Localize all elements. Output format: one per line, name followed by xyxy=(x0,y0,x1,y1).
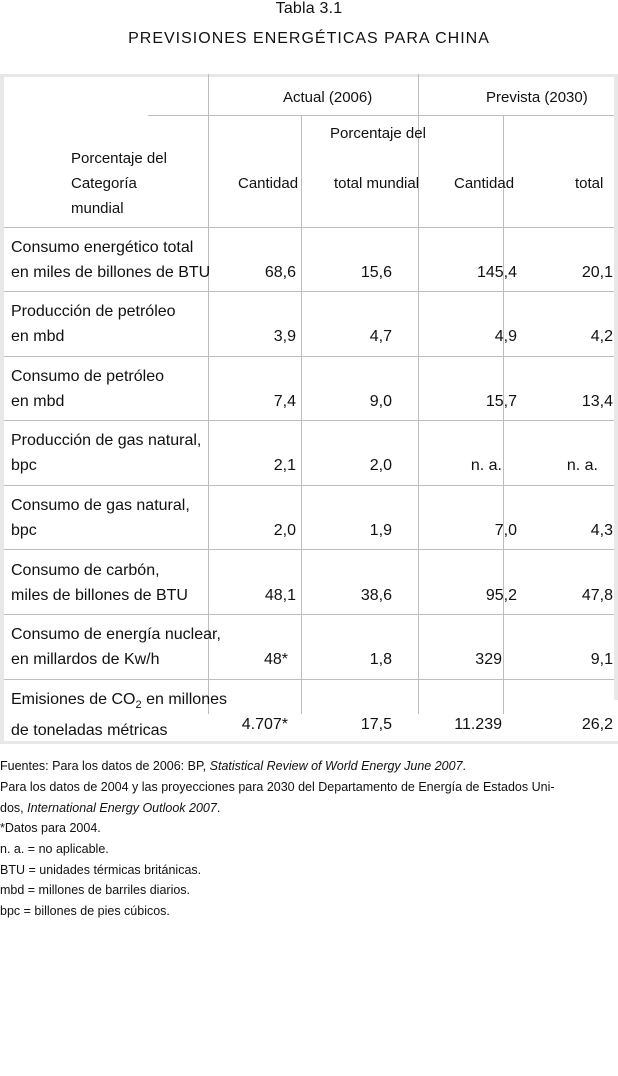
footnote-bpc: bpc = billones de pies cúbicos. xyxy=(0,904,170,918)
header-categoria-line1: Porcentaje del xyxy=(71,150,167,167)
cell-value: 2,1 xyxy=(273,457,296,474)
header-cantidad-prevista: Cantidad xyxy=(454,175,515,192)
cell-value: 2,0 xyxy=(369,457,392,474)
cell-value: 15,6 xyxy=(360,264,392,281)
row-label: Consumo de energía nuclear, en millardos … xyxy=(11,626,221,668)
table-number: Tabla 3.1 xyxy=(275,0,343,17)
row-label: Emisiones de CO2 en millones de toneladas… xyxy=(11,691,227,740)
cell-value: 9,1 xyxy=(590,651,613,668)
cell-value: 48,1 xyxy=(264,587,296,604)
row-label: Consumo energético total en miles de bill… xyxy=(11,239,211,281)
cell-value: 4,9 xyxy=(494,328,517,345)
row-label: Consumo de petróleo en mbd xyxy=(11,368,164,410)
row-label: Consumo de carbón, miles de billones de B… xyxy=(11,562,188,604)
cell-value: 20,1 xyxy=(581,264,613,281)
footnote-asterisk: *Datos para 2004. xyxy=(0,821,101,835)
footnote-mbd: mbd = millones de barriles diarios. xyxy=(0,883,191,897)
cell-value: 15,7 xyxy=(485,393,517,410)
cell-value: 11.239 xyxy=(454,716,502,733)
row-label: Producción de gas natural, bpc xyxy=(11,432,202,474)
cell-value: 7,0 xyxy=(494,522,517,539)
cell-value: 38,6 xyxy=(360,587,392,604)
header-cantidad-actual: Cantidad xyxy=(238,175,299,192)
cell-value: 329 xyxy=(475,651,502,668)
cell-value: 145,4 xyxy=(476,264,517,281)
cell-value: n. a. xyxy=(470,457,502,474)
cell-value: 4,3 xyxy=(590,522,613,539)
footnote-sources: Fuentes: Para los datos de 2006: BP, Sta… xyxy=(0,759,467,773)
header-porcentaje-del: Porcentaje del xyxy=(330,125,426,142)
header-total: total xyxy=(575,175,604,192)
cell-value: 17,5 xyxy=(360,716,392,733)
cell-value: n. a. xyxy=(566,457,598,474)
header-total-mundial: total mundial xyxy=(334,175,420,192)
cell-value: 4,7 xyxy=(369,328,392,345)
table-title: PREVISIONES ENERGÉTICAS PARA CHINA xyxy=(128,30,490,47)
cell-value: 1,9 xyxy=(369,522,392,539)
row-label: Producción de petróleo en mbd xyxy=(11,303,176,345)
cell-value: 3,9 xyxy=(273,328,296,345)
cell-value: 4.707* xyxy=(241,716,288,733)
header-actual-2006: Actual (2006) xyxy=(283,89,373,106)
cell-value: 26,2 xyxy=(581,716,613,733)
cell-value: 48* xyxy=(263,651,288,668)
cell-value: 4,2 xyxy=(590,328,613,345)
cell-value: 2,0 xyxy=(273,522,296,539)
cell-value: 9,0 xyxy=(369,393,392,410)
cell-value: 68,6 xyxy=(264,264,296,281)
header-categoria-line2: Categoría xyxy=(71,175,137,192)
header-categoria-line3: mundial xyxy=(71,200,124,217)
energy-table: Actual (2006) Prevista (2030) Porcentaje… xyxy=(0,74,618,744)
row-label: Consumo de gas natural, bpc xyxy=(11,497,190,539)
cell-value: 13,4 xyxy=(581,393,613,410)
footnote-sources-2004: Para los datos de 2004 y las proyeccione… xyxy=(0,780,555,815)
footnote-btu: BTU = unidades térmicas británicas. xyxy=(0,863,202,877)
footnote-na: n. a. = no aplicable. xyxy=(0,842,109,856)
cell-value: 95,2 xyxy=(485,587,517,604)
cell-value: 7,4 xyxy=(273,393,296,410)
header-prevista-2030: Prevista (2030) xyxy=(486,89,588,106)
cell-value: 1,8 xyxy=(369,651,392,668)
cell-value: 47,8 xyxy=(581,587,613,604)
